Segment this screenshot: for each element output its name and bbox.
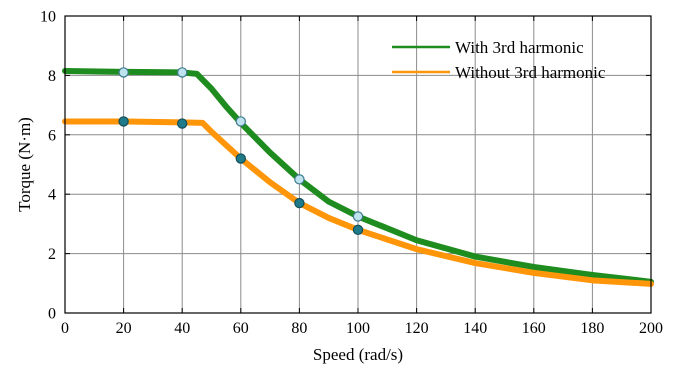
data-point-marker [352,224,364,236]
series-line-with-3rd-harmonic [62,67,654,285]
grid-lines [65,16,651,313]
data-point-marker [176,118,188,129]
marker-layer [118,67,364,236]
x-tick-labels: 0 20 40 60 80 100 120 140 160 180 200 [61,320,663,337]
x-tick-label: 200 [639,320,663,337]
x-tick-label: 60 [233,320,249,337]
x-tick-label: 180 [580,320,604,337]
x-tick-label: 80 [291,320,307,337]
data-point-marker [176,67,188,78]
x-tick-label: 120 [405,320,429,337]
x-axis-title: Speed (rad/s) [313,345,403,364]
data-point-marker [352,211,364,222]
legend-label-with-3rd-harmonic: With 3rd harmonic [455,38,584,57]
data-point-marker [294,197,305,209]
legend-label-without-3rd-harmonic: Without 3rd harmonic [455,63,606,82]
x-tick-label: 0 [61,320,69,337]
x-tick-label: 100 [346,320,370,337]
x-tick-label: 140 [463,320,487,337]
data-point-marker [118,116,129,127]
y-tick-label: 8 [48,68,56,85]
data-point-marker [118,67,129,78]
legend: With 3rd harmonic Without 3rd harmonic [392,38,606,82]
x-tick-label: 40 [174,320,190,337]
y-tick-label: 10 [40,9,56,26]
data-point-marker [235,116,246,127]
x-tick-label: 160 [522,320,546,337]
series-line-without-3rd-harmonic [62,118,654,287]
tick-marks [64,15,652,314]
series-layer [62,67,654,287]
y-tick-label: 2 [48,246,56,263]
y-tick-label: 4 [48,187,56,204]
x-tick-label: 20 [116,320,132,337]
y-tick-label: 0 [48,306,56,323]
y-tick-label: 6 [48,127,56,144]
y-tick-labels: 0 2 4 6 8 10 [40,9,56,323]
data-point-marker [235,153,246,164]
y-axis-title: Torque (N·m) [15,117,34,212]
data-point-marker [294,174,305,185]
